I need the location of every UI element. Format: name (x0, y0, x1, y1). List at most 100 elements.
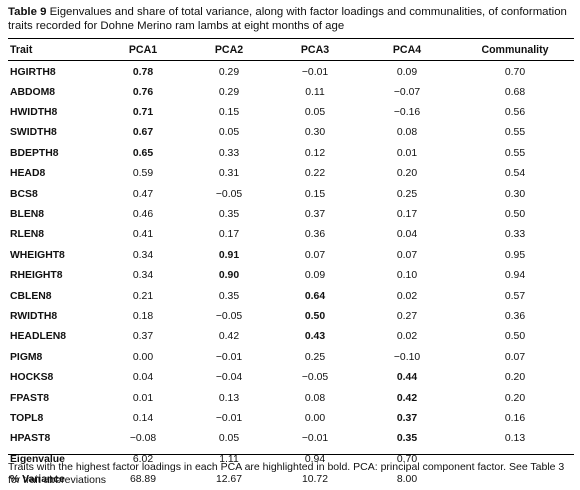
table-cell: 0.64 (304, 290, 326, 302)
table-row: SWIDTH8 0.67 0.05 0.30 0.08 0.55 (8, 123, 574, 143)
table-cell: 0.37 (396, 412, 418, 424)
table-cell: −0.08 (129, 433, 157, 445)
table-cell: −0.10 (393, 351, 421, 363)
trait-label: TOPL8 (10, 412, 44, 424)
table-cell: 0.27 (396, 310, 418, 322)
trait-label: HGIRTH8 (10, 67, 56, 78)
trait-label: HOCKS8 (10, 372, 54, 384)
table-body: HGIRTH8 0.78 0.29 −0.01 0.09 0.70 ABDOM8 0.76 0.… (8, 60, 574, 490)
table-cell: 0.50 (304, 310, 326, 322)
table-cell: 0.07 (504, 351, 526, 363)
table-row: % Variance 68.89 12.67 10.72 8.00 (8, 469, 574, 489)
header-rule (8, 60, 574, 61)
table-cell: 0.37 (132, 331, 154, 343)
table-cell: −0.07 (393, 86, 421, 98)
table-cell: 0.33 (504, 229, 526, 241)
table-cell: 10.72 (301, 474, 328, 486)
table-cell: 0.07 (304, 249, 326, 261)
table-cell: −0.05 (215, 188, 243, 200)
table-caption: Table 9 Eigenvalues and share of total v… (8, 5, 574, 33)
table-row: WHEIGHT8 0.34 0.91 0.07 0.07 0.95 (8, 245, 574, 265)
table-cell: −0.05 (215, 310, 243, 322)
table-cell: 0.57 (504, 290, 526, 302)
table-cell: 0.91 (218, 249, 240, 261)
table-cell: −0.04 (215, 372, 243, 384)
trait-label: Eigenvalue (10, 453, 65, 465)
table-cell: 0.08 (304, 392, 326, 404)
table-cell: 0.42 (396, 392, 418, 404)
table-cell: 0.02 (396, 290, 418, 302)
table-cell: 0.13 (218, 392, 240, 404)
table-cell: 0.22 (304, 168, 326, 180)
table-cell: 0.25 (304, 351, 326, 363)
trait-label: % Variance (10, 474, 65, 486)
table-cell: 0.47 (132, 188, 154, 200)
table-cell: 0.41 (132, 229, 154, 241)
table-cell: 0.70 (396, 453, 418, 465)
trait-label: HWIDTH8 (10, 107, 58, 119)
table-cell: 0.16 (504, 412, 526, 424)
table-cell: 0.44 (396, 372, 418, 384)
table-cell: 0.20 (504, 372, 526, 384)
bottom-rule (8, 454, 574, 455)
table-cell: 0.04 (132, 372, 154, 384)
table-cell: 0.05 (218, 127, 240, 139)
table-row: FPAST8 0.01 0.13 0.08 0.42 0.20 (8, 388, 574, 408)
column-header-communality: Communality (481, 44, 549, 56)
table-row: BDEPTH8 0.65 0.33 0.12 0.01 0.55 (8, 143, 574, 163)
table-cell: 0.14 (132, 412, 154, 424)
table-cell: 0.02 (396, 331, 418, 343)
table-cell: 0.36 (304, 229, 326, 241)
table-cell: 0.13 (504, 433, 526, 445)
table-cell: 0.29 (218, 67, 240, 78)
table-cell: 0.33 (218, 147, 240, 159)
table-row: HEADLEN8 0.37 0.42 0.43 0.02 0.50 (8, 327, 574, 347)
table-cell: 0.67 (132, 127, 154, 139)
trait-label: SWIDTH8 (10, 127, 57, 139)
table-cell: 0.01 (396, 147, 418, 159)
table-cell: 0.55 (504, 147, 526, 159)
table-cell: 0.17 (396, 209, 418, 221)
table-cell: 1.11 (219, 453, 239, 465)
table-cell: 68.89 (129, 474, 156, 486)
table-cell: 0.18 (132, 310, 154, 322)
table-cell: −0.01 (215, 351, 243, 363)
trait-label: FPAST8 (10, 392, 50, 404)
table-cell: 0.94 (504, 270, 526, 282)
table-cell: 0.05 (218, 433, 240, 445)
caption-text: Eigenvalues and share of total variance,… (8, 6, 567, 32)
table-row: HEAD8 0.59 0.31 0.22 0.20 0.54 (8, 164, 574, 184)
table-cell: 0.59 (132, 168, 154, 180)
table-cell: 0.31 (218, 168, 240, 180)
trait-label: BLEN8 (10, 209, 45, 221)
table-cell: 0.17 (218, 229, 240, 241)
table-cell: 6.02 (132, 453, 154, 465)
table-row: ABDOM8 0.76 0.29 0.11 −0.07 0.68 (8, 82, 574, 102)
table-row: RHEIGHT8 0.34 0.90 0.09 0.10 0.94 (8, 266, 574, 286)
data-table: Trait PCA1 PCA2 PCA3 PCA4 Communality HG… (8, 40, 574, 490)
table-row: HOCKS8 0.04 −0.04 −0.05 0.44 0.20 (8, 367, 574, 387)
table-cell: 0.76 (132, 86, 154, 98)
table-cell: 0.42 (218, 331, 240, 343)
table-cell: 0.30 (304, 127, 326, 139)
header-row: Trait PCA1 PCA2 PCA3 PCA4 Communality (8, 40, 574, 60)
table-cell: 0.00 (304, 412, 326, 424)
column-header-pca1: PCA1 (128, 44, 158, 56)
table-row: RWIDTH8 0.18 −0.05 0.50 0.27 0.36 (8, 306, 574, 326)
column-header-pca2: PCA2 (214, 44, 244, 56)
trait-label: RHEIGHT8 (10, 270, 63, 282)
table-cell: 0.04 (396, 229, 418, 241)
table-cell: 0.08 (396, 127, 418, 139)
table-cell: 0.09 (304, 270, 326, 282)
trait-label: PIGM8 (10, 351, 43, 363)
table-row: PIGM8 0.00 −0.01 0.25 −0.10 0.07 (8, 347, 574, 367)
table-cell: 0.94 (304, 453, 326, 465)
trait-label: BDEPTH8 (10, 147, 59, 159)
table-row: HWIDTH8 0.71 0.15 0.05 −0.16 0.56 (8, 102, 574, 122)
table-cell: 0.12 (304, 147, 326, 159)
table-cell: −0.16 (393, 107, 421, 119)
table-cell: 0.35 (218, 290, 240, 302)
table-cell: 0.36 (504, 310, 526, 322)
table-cell: 0.46 (132, 209, 154, 221)
table-cell: 0.00 (132, 351, 154, 363)
